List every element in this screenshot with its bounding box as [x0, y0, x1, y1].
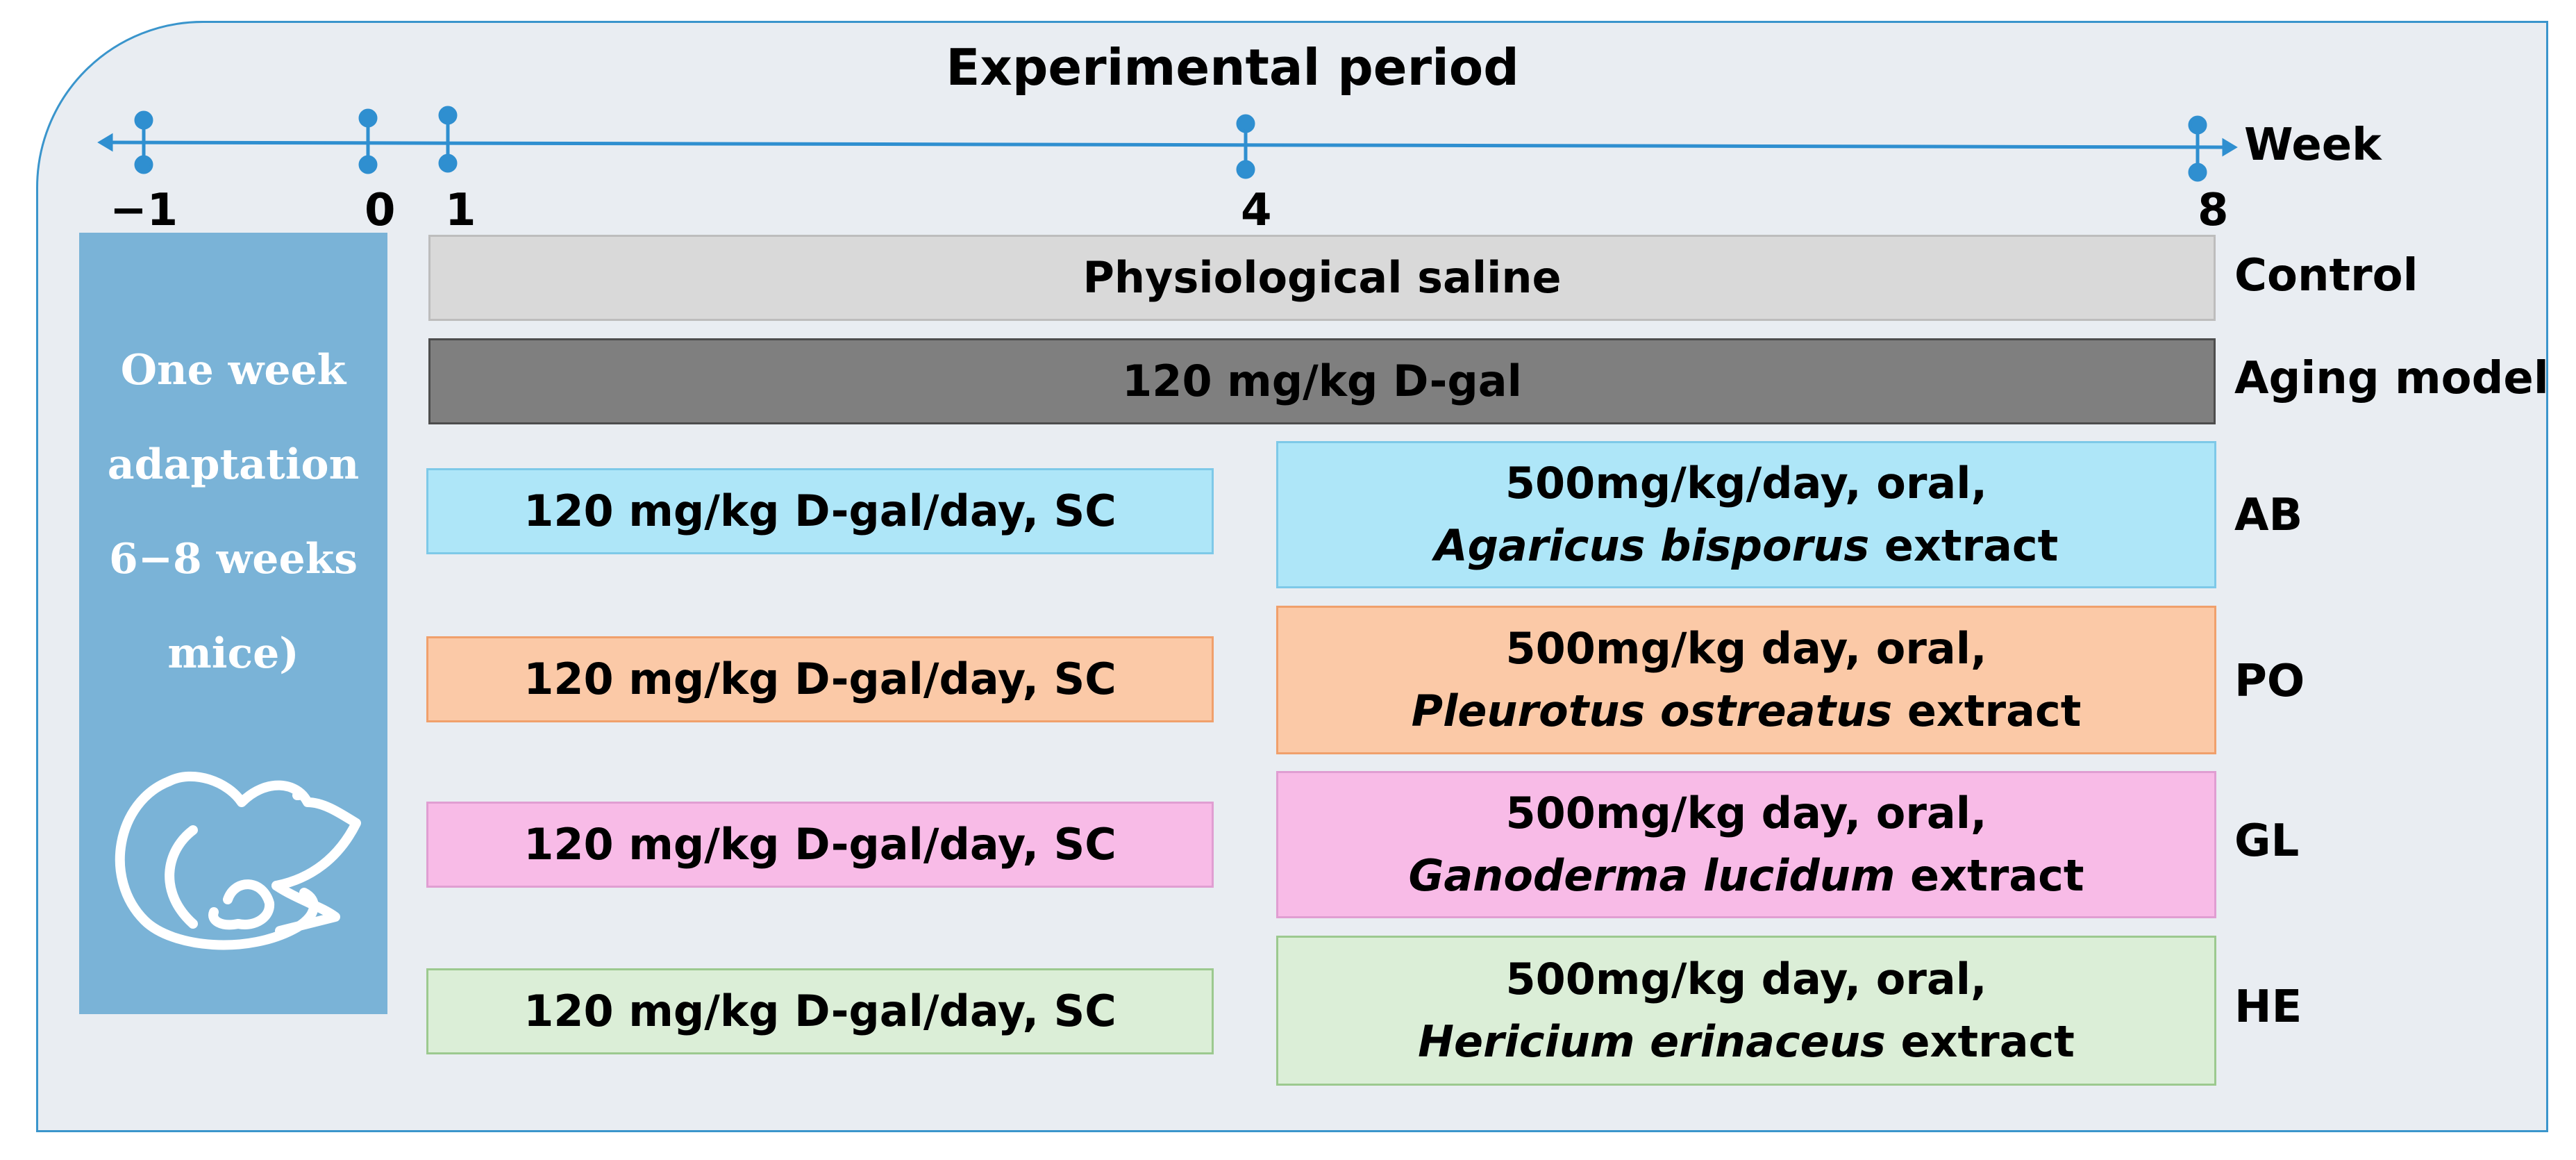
- gl-oral-bar: 500mg/kg day, oral, Ganoderma lucidum ex…: [1276, 771, 2216, 918]
- adaptation-text: One week adaptation 6−8 weeks mice): [79, 323, 387, 701]
- gl-species: Ganoderma lucidum: [1408, 850, 1896, 901]
- diagram-title: Experimental period: [946, 38, 1519, 97]
- gl-sc-bar: 120 mg/kg D-gal/day, SC: [426, 802, 1214, 888]
- gl-oral-text: 500mg/kg day, oral,: [1505, 788, 1987, 838]
- ab-oral-bar: 500mg/kg/day, oral, Agaricus bisporus ex…: [1276, 441, 2216, 588]
- tick-label-1: 1: [445, 185, 476, 236]
- po-species: Pleurotus ostreatus: [1411, 686, 1893, 736]
- adaptation-line: 6−8 weeks: [108, 535, 358, 583]
- ab-suffix: extract: [1869, 520, 2059, 571]
- he-species: Hericium erinaceus: [1418, 1016, 1886, 1067]
- mouse-icon: [115, 771, 361, 950]
- po-species-line: Pleurotus ostreatus extract: [1412, 680, 2082, 743]
- gl-sc-text: 120 mg/kg D-gal/day, SC: [524, 819, 1116, 870]
- po-sc-bar: 120 mg/kg D-gal/day, SC: [426, 636, 1214, 722]
- po-sc-text: 120 mg/kg D-gal/day, SC: [524, 654, 1116, 704]
- adaptation-line: mice): [167, 629, 299, 678]
- po-oral-bar: 500mg/kg day, oral, Pleurotus ostreatus …: [1276, 606, 2216, 754]
- he-sc-text: 120 mg/kg D-gal/day, SC: [524, 986, 1116, 1036]
- ab-oral-text: 500mg/kg/day, oral,: [1505, 458, 1988, 508]
- gl-label: GL: [2234, 815, 2300, 867]
- po-suffix: extract: [1892, 686, 2082, 736]
- ab-sc-bar: 120 mg/kg D-gal/day, SC: [426, 468, 1214, 554]
- aging-bar: 120 mg/kg D-gal: [428, 338, 2216, 424]
- he-suffix: extract: [1885, 1016, 2075, 1067]
- he-label: HE: [2234, 981, 2302, 1033]
- timeline-unit-label: Week: [2244, 119, 2382, 171]
- gl-suffix: extract: [1895, 850, 2084, 901]
- he-oral-text: 500mg/kg day, oral,: [1505, 954, 1987, 1004]
- aging-bar-text: 120 mg/kg D-gal: [1122, 356, 1522, 406]
- ab-label: AB: [2234, 490, 2303, 541]
- control-label: Control: [2234, 250, 2418, 301]
- adaptation-panel: One week adaptation 6−8 weeks mice): [79, 233, 387, 1014]
- gl-species-line: Ganoderma lucidum extract: [1408, 845, 2084, 907]
- tick-label-0: 0: [365, 185, 396, 236]
- adaptation-line: One week: [120, 346, 346, 395]
- tick-label-8: 8: [2198, 185, 2229, 236]
- ab-species: Agaricus bisporus: [1434, 520, 1870, 571]
- control-bar-text: Physiological saline: [1082, 252, 1562, 303]
- po-label: PO: [2234, 656, 2305, 707]
- he-species-line: Hericium erinaceus extract: [1418, 1011, 2075, 1073]
- ab-sc-text: 120 mg/kg D-gal/day, SC: [524, 486, 1116, 536]
- adaptation-line: adaptation: [107, 440, 360, 489]
- aging-label: Aging model: [2234, 353, 2549, 404]
- tick-label-minus-1: −1: [110, 185, 178, 236]
- control-bar: Physiological saline: [428, 235, 2216, 321]
- po-oral-text: 500mg/kg day, oral,: [1505, 623, 1987, 674]
- he-sc-bar: 120 mg/kg D-gal/day, SC: [426, 968, 1214, 1054]
- tick-label-4: 4: [1241, 185, 1272, 236]
- timeline-axis: [97, 106, 2238, 182]
- he-oral-bar: 500mg/kg day, oral, Hericium erinaceus e…: [1276, 936, 2216, 1086]
- ab-species-line: Agaricus bisporus extract: [1435, 515, 2059, 577]
